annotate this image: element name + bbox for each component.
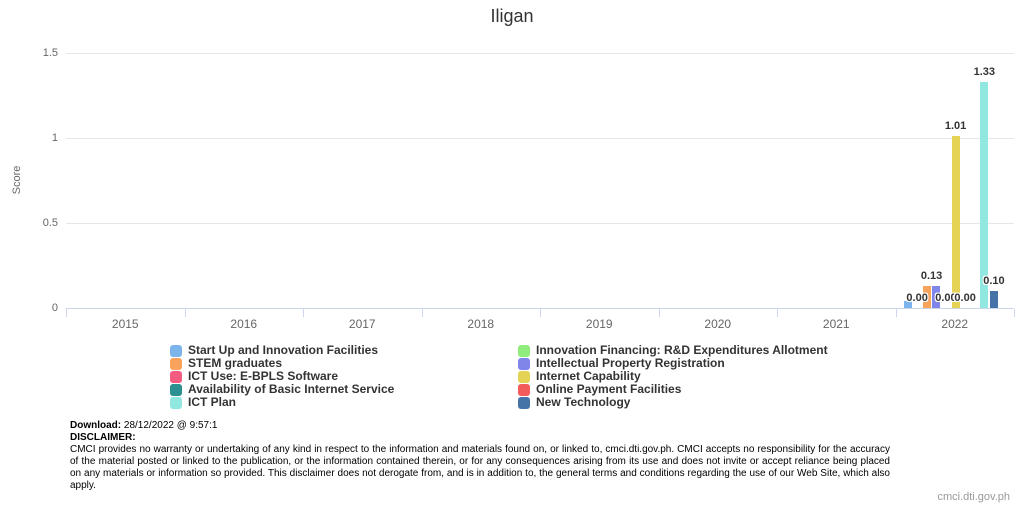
legend-swatch-icon (170, 396, 182, 409)
y-tick-label: 1 (51, 132, 58, 144)
x-axis-tick (66, 309, 67, 317)
x-category-label-2019: 2019 (585, 317, 613, 331)
legend-swatch-icon (170, 383, 182, 396)
bar-ict-plan[interactable] (980, 81, 989, 308)
x-axis-tick (421, 309, 423, 317)
legend-item-ict-plan[interactable]: ICT Plan (170, 396, 394, 409)
bar-intellectual-property-registration[interactable] (932, 285, 941, 308)
legend-item-start-up-and-innovation-facilities[interactable]: Start Up and Innovation Facilities (170, 344, 394, 357)
y-tick-label: 0.5 (42, 217, 58, 229)
y-tick-label: 1.5 (42, 47, 58, 59)
bar-new-technology[interactable] (989, 291, 998, 308)
legend-item-new-technology[interactable]: New Technology (518, 396, 828, 409)
x-axis-line (66, 308, 1014, 309)
legend-label: Intellectual Property Registration (536, 356, 725, 370)
legend-item-online-payment-facilities[interactable]: Online Payment Facilities (518, 383, 828, 396)
legend-swatch-icon (518, 344, 530, 357)
legend-item-ict-use-e-bpls-software[interactable]: ICT Use: E-BPLS Software (170, 370, 394, 383)
bar-stem-graduates[interactable] (922, 285, 931, 308)
legend-item-internet-capability[interactable]: Internet Capability (518, 370, 828, 383)
x-category-label-2016: 2016 (230, 317, 258, 331)
site-watermark: cmci.dti.gov.ph (937, 491, 1010, 503)
legend-label: Online Payment Facilities (536, 382, 682, 396)
x-category-label-2017: 2017 (348, 317, 376, 331)
legend-swatch-icon (170, 344, 182, 357)
legend-swatch-icon (518, 396, 530, 409)
disclaimer-text: CMCI provides no warranty or undertaking… (70, 444, 890, 491)
legend-label: Innovation Financing: R&D Expenditures A… (536, 343, 828, 357)
x-axis-tick (303, 309, 304, 317)
legend-label: Internet Capability (536, 369, 641, 383)
data-label-0.00: 0.00 (906, 292, 928, 304)
legend-item-intellectual-property-registration[interactable]: Intellectual Property Registration (518, 357, 828, 370)
legend-swatch-icon (518, 383, 530, 396)
legend-column-1: Start Up and Innovation Facilities STEM g… (170, 344, 394, 409)
gridline-0.5 (66, 223, 1014, 224)
legend-swatch-icon (170, 357, 182, 370)
legend-label: Start Up and Innovation Facilities (188, 343, 379, 357)
legend-label: ICT Use: E-BPLS Software (188, 369, 339, 383)
download-value: 28/12/2022 @ 9:57:1 (121, 420, 218, 431)
data-label-0.00: 0.00 (954, 292, 976, 304)
legend-label: ICT Plan (188, 395, 237, 409)
x-category-label-2015: 2015 (111, 317, 139, 331)
legend-item-availability-of-basic-internet-service[interactable]: Availability of Basic Internet Service (170, 383, 394, 396)
x-axis-tick (1014, 309, 1015, 317)
data-label-1.33: 1.33 (973, 65, 996, 78)
legend-swatch-icon (170, 370, 182, 383)
data-label-0.00: 0.00 (935, 292, 957, 304)
legend-label: New Technology (536, 395, 631, 409)
x-axis-tick (895, 309, 897, 317)
x-axis-tick (540, 309, 541, 317)
data-label-1.01: 1.01 (944, 120, 967, 133)
x-category-label-2022: 2022 (941, 317, 969, 331)
disclaimer-label: DISCLAIMER: (70, 432, 136, 443)
legend-item-innovation-financing-r-d-expenditures-allotment[interactable]: Innovation Financing: R&D Expenditures A… (518, 344, 828, 357)
bar-internet-capability[interactable] (951, 136, 960, 308)
data-label-0.10: 0.10 (983, 275, 1005, 287)
x-axis-tick (184, 309, 186, 317)
legend-item-stem-graduates[interactable]: STEM graduates (170, 357, 394, 370)
x-axis-tick (777, 309, 778, 317)
legend-label: STEM graduates (188, 356, 283, 370)
download-label: Download: (70, 420, 122, 431)
data-label-0.13: 0.13 (920, 269, 943, 282)
legend-label: Availability of Basic Internet Service (188, 382, 395, 396)
x-category-label-2018: 2018 (467, 317, 495, 331)
y-tick-label: 0 (51, 302, 58, 314)
bar-start-up-and-innovation-facilities[interactable] (903, 301, 912, 308)
gridline-1 (66, 138, 1014, 139)
gridline-1.5 (66, 53, 1014, 54)
y-axis-title: Score (11, 165, 23, 195)
chart-title: Iligan (490, 6, 534, 26)
x-axis-tick (658, 309, 660, 317)
legend-column-2: Innovation Financing: R&D Expenditures A… (518, 344, 828, 409)
x-category-label-2021: 2021 (822, 317, 850, 331)
legend-swatch-icon (518, 370, 530, 383)
chart-footer: Download: 28/12/2022 @ 9:57:1 DISCLAIMER… (70, 420, 890, 492)
legend-swatch-icon (518, 357, 530, 370)
x-category-label-2020: 2020 (704, 317, 732, 331)
download-line: Download: 28/12/2022 @ 9:57:1 (70, 420, 890, 432)
